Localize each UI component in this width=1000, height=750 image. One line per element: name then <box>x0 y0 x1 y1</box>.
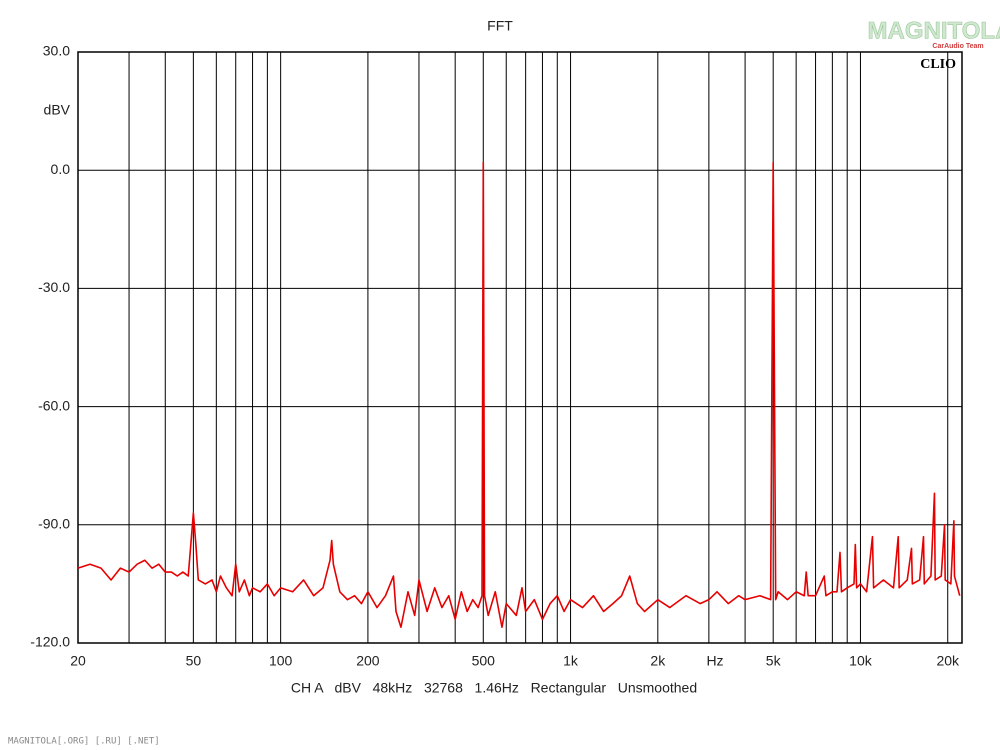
x-tick-label: 200 <box>356 653 380 669</box>
chart-title: FFT <box>487 18 513 34</box>
x-tick-label: 100 <box>269 653 293 669</box>
watermark-footer: MAGNITOLA[.ORG] [.RU] [.NET] <box>8 737 160 747</box>
settings-line: CH A dBV 48kHz 32768 1.46Hz Rectangular … <box>291 680 697 696</box>
y-tick-label: 30.0 <box>43 43 70 59</box>
watermark-tagline: CarAudio Team <box>932 43 983 50</box>
y-tick-label: 0.0 <box>51 161 71 177</box>
watermark-logo: MAGNITOLA <box>868 17 1000 44</box>
y-tick-label: -120.0 <box>30 634 70 650</box>
y-tick-label: -30.0 <box>38 279 70 295</box>
x-tick-label: 500 <box>472 653 496 669</box>
x-tick-label: 50 <box>186 653 202 669</box>
x-tick-label: 5k <box>766 653 782 669</box>
x-tick-label: 10k <box>849 653 873 669</box>
y-tick-label: -60.0 <box>38 397 70 413</box>
x-axis-label: Hz <box>706 653 723 669</box>
data-line <box>77 161 961 629</box>
x-tick-label: 1k <box>563 653 579 669</box>
x-tick-label: 20 <box>70 653 86 669</box>
x-tick-label: 2k <box>650 653 666 669</box>
y-axis-label: dBV <box>44 102 71 118</box>
x-tick-label: 20k <box>936 653 960 669</box>
y-tick-label: -90.0 <box>38 516 70 532</box>
brand-label: CLIO <box>920 57 956 72</box>
plot-border <box>77 51 963 644</box>
